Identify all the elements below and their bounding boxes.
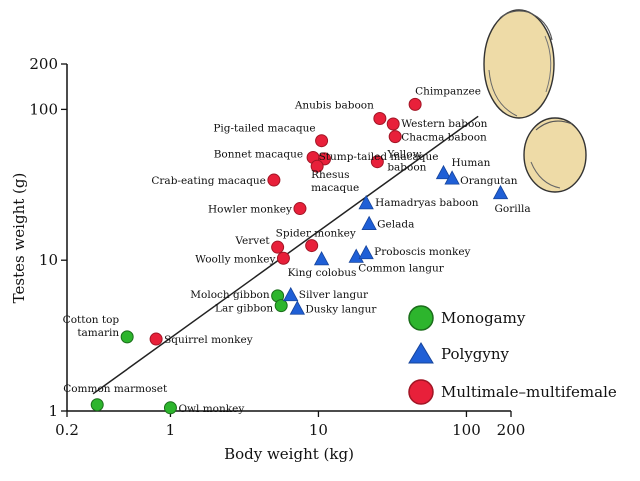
point-lar-gibbon [274, 299, 288, 313]
y-tick-label: 100 [29, 100, 58, 118]
label-vervet: Vervet [234, 235, 270, 247]
point-hamadryas-baboon [358, 195, 374, 210]
label-dusky-langur: Dusky langur [305, 303, 377, 315]
label-owl-monkey: Owl monkey [178, 403, 244, 415]
point-dusky-langur [289, 300, 306, 315]
point-common-marmoset [90, 398, 104, 412]
label-silver-langur: Silver langur [299, 289, 369, 301]
y-axis-title: Testes weight (g) [10, 173, 28, 304]
label-howler-monkey: Howler monkey [208, 204, 292, 216]
label-human: Human [452, 157, 491, 169]
legend-polygyny-label: Polygyny [441, 345, 510, 363]
label-pig-tailed-macaque: Pig-tailed macaque [213, 123, 315, 135]
label-crab-eating-macaque: Crab-eating macaque [151, 175, 266, 187]
point-king-colobus [313, 251, 330, 266]
point-proboscis-monkey [358, 244, 374, 260]
label-squirrel-monkey: Squirrel monkey [164, 334, 253, 346]
label-anubis-baboon: Anubis baboon [294, 100, 374, 112]
label-chacma-baboon: Chacma baboon [401, 132, 487, 144]
point-cotton-top-tamarin [120, 330, 134, 344]
label-common-langur: Common langur [358, 262, 445, 274]
x-tick-label: 200 [497, 421, 526, 439]
label-proboscis-monkey: Proboscis monkey [374, 246, 470, 258]
data-points [90, 97, 509, 415]
x-tick-label: 100 [452, 421, 481, 439]
point-western-baboon [386, 117, 400, 131]
legend-monogamy-label: Monogamy [441, 309, 526, 327]
y-axis-ticks: 1 10 100 200 [29, 55, 67, 420]
label-chimpanzee: Chimpanzee [415, 85, 481, 97]
label-king-colobus: King colobus [288, 267, 357, 279]
label-cotton-top-tamarin: Cotton top tamarin [63, 314, 120, 339]
point-woolly-monkey [276, 251, 290, 265]
label-stump-tailed-macaque: Stump-tailed macaque [319, 151, 439, 163]
label-yellow-baboon: Yellow baboon [386, 149, 426, 174]
point-vervet [271, 240, 285, 254]
large-testis-icon [483, 9, 555, 119]
x-axis-title: Body weight (kg) [224, 445, 354, 463]
label-bonnet-macaque: Bonnet macaque [214, 148, 303, 160]
point-howler-monkey [293, 202, 307, 216]
point-anubis-baboon [373, 112, 387, 126]
point-chimpanzee [408, 97, 422, 111]
point-orangutan [444, 170, 460, 185]
legend-multimale-marker [408, 379, 434, 405]
point-gelada [361, 215, 377, 230]
y-tick-label: 200 [29, 55, 58, 73]
legend-multimale-label: Multimale–multifemale [441, 383, 617, 401]
point-chacma-baboon [388, 130, 402, 144]
label-spider-monkey: Spider monkey [276, 228, 356, 240]
data-labels: Cotton top tamarin Common marmoset Owl monk… [63, 85, 531, 414]
point-rhesus-macaque [310, 159, 324, 173]
label-rhesus-macaque: Rhesus macaque [311, 169, 359, 194]
small-testis-icon [523, 117, 587, 193]
point-yellow-baboon [370, 155, 384, 169]
label-woolly-monkey: Woolly monkey [195, 253, 275, 265]
label-orangutan: Orangutan [460, 175, 518, 187]
x-tick-label: 10 [309, 421, 328, 439]
point-crab-eating-macaque [267, 173, 281, 187]
legend: Monogamy Polygyny Multimale–multifemale [408, 305, 617, 405]
point-gorilla [492, 184, 509, 200]
point-owl-monkey [163, 401, 177, 415]
legend-monogamy-marker [408, 305, 434, 331]
label-common-marmoset: Common marmoset [63, 383, 168, 395]
x-tick-label: 1 [166, 421, 176, 439]
x-axis-ticks: 0.2 1 10 100 200 [55, 411, 525, 439]
y-tick-label: 10 [39, 251, 58, 269]
point-squirrel-monkey [149, 332, 163, 346]
label-moloch-gibbon: Moloch gibbon [190, 289, 270, 301]
point-pig-tailed-macaque [315, 134, 329, 148]
label-hamadryas-baboon: Hamadryas baboon [375, 197, 479, 209]
label-western-baboon: Western baboon [401, 118, 487, 130]
point-human [435, 164, 452, 180]
label-gorilla: Gorilla [495, 203, 531, 215]
x-tick-label: 0.2 [55, 421, 79, 439]
legend-polygyny-marker [408, 342, 434, 364]
point-silver-langur [283, 286, 299, 302]
y-tick-label: 1 [48, 402, 58, 420]
point-spider-monkey [305, 239, 319, 253]
label-lar-gibbon: Lar gibbon [215, 303, 273, 315]
label-gelada: Gelada [377, 219, 414, 231]
